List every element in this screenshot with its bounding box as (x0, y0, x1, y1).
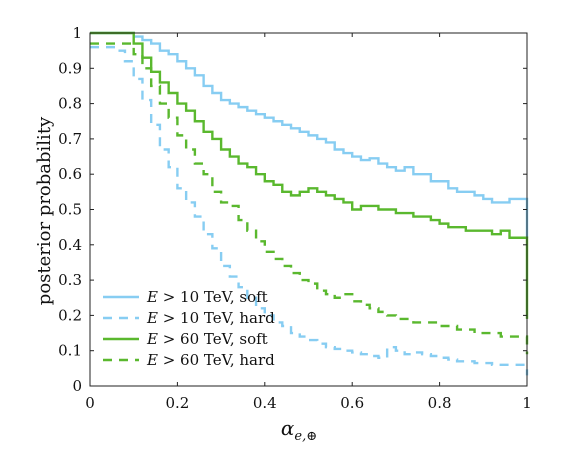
axis-ticks: 0 0.2 0.4 0.6 0.8 1 0 0.1 0.2 0.3 0.4 0.5 0.6 0.7 0.8 0… (58, 24, 532, 412)
legend-label-rest: > 60 TeV, hard (158, 351, 275, 369)
legend-label-2: E > 10 TeV, hard (146, 309, 275, 327)
y-tick-label: 0.1 (58, 342, 82, 360)
legend-label-var: E (146, 288, 158, 306)
x-tick-label: 0.2 (165, 394, 189, 412)
y-tick-label: 0.2 (58, 306, 82, 324)
y-tick-label: 0.6 (58, 165, 82, 183)
x-tick-label: 0.4 (253, 394, 277, 412)
y-tick-label: 1 (72, 24, 82, 42)
y-tick-label: 0.9 (58, 59, 82, 77)
series-line-1 (90, 31, 529, 238)
x-axis-label-sub: e,⊕ (294, 429, 317, 444)
x-tick-label: 0 (85, 394, 95, 412)
x-axis-label: αe,⊕ (281, 416, 317, 444)
y-tick-label: 0 (72, 377, 82, 395)
series-line-3 (90, 31, 529, 319)
y-tick-label: 0.4 (58, 236, 82, 254)
legend-label-rest: > 10 TeV, soft (158, 288, 268, 306)
y-tick-label: 0.8 (58, 95, 82, 113)
y-tick-label: 0.3 (58, 271, 82, 289)
legend-label-var: E (146, 330, 158, 348)
x-tick-label: 0.8 (428, 394, 452, 412)
y-tick-label: 0.5 (58, 201, 82, 219)
legend-label-3: E > 60 TeV, soft (146, 330, 268, 348)
x-tick-label: 1 (522, 394, 532, 412)
legend-label-1: E > 10 TeV, soft (146, 288, 268, 306)
y-axis-label: posterior probability (34, 116, 55, 305)
legend-label-var: E (146, 309, 158, 327)
series-line-2 (90, 45, 529, 376)
legend-label-var: E (146, 351, 158, 369)
x-axis-label-base: α (281, 416, 295, 440)
legend-label-4: E > 60 TeV, hard (146, 351, 275, 369)
x-tick-label: 0.6 (340, 394, 364, 412)
legend-label-rest: > 10 TeV, hard (158, 309, 275, 327)
plot-curves (90, 31, 529, 376)
series-line-4 (90, 42, 529, 355)
legend-label-rest: > 60 TeV, soft (158, 330, 268, 348)
y-tick-label: 0.7 (58, 130, 82, 148)
